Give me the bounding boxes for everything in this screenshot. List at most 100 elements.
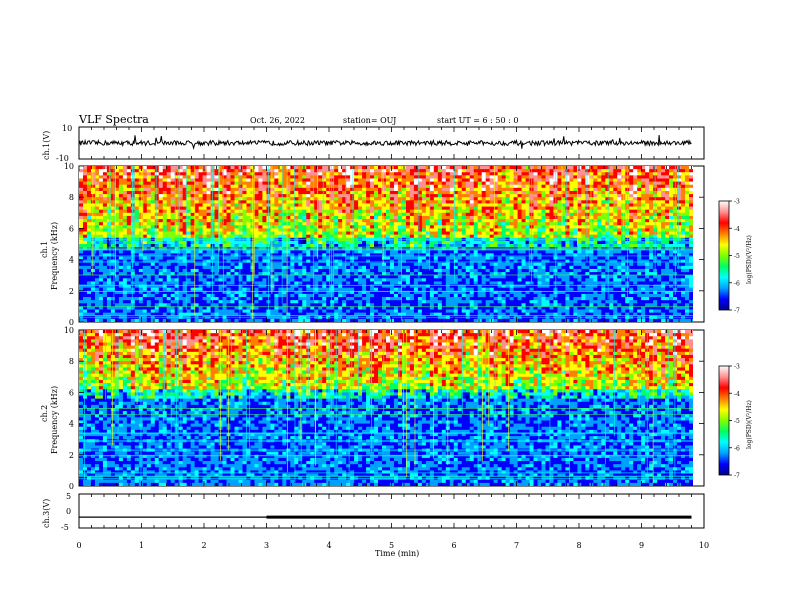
spectrogram-cell [641, 178, 646, 182]
spectrogram-cell [689, 200, 693, 204]
spectrogram-cell [517, 250, 522, 254]
spectrogram-cell [182, 234, 188, 239]
spectrogram-cell [441, 259, 447, 264]
spectrogram-cell [198, 194, 203, 198]
spectrogram-cell [457, 228, 463, 232]
spectrogram-cell [521, 200, 526, 204]
spectrogram-cell [649, 219, 654, 223]
spectrogram-cell [302, 259, 307, 264]
spectrogram-cell [206, 259, 211, 264]
spectrogram-cell [513, 172, 518, 176]
spectrogram-cell [86, 209, 92, 214]
spectrogram-cell [549, 194, 554, 198]
spectrogram-cell [413, 256, 419, 260]
spectrogram-cell [314, 172, 319, 176]
spectrogram-cell [569, 222, 574, 226]
spectrogram-cell [238, 181, 243, 186]
spectrogram-cell [154, 215, 160, 220]
spectrogram-cell [393, 250, 399, 254]
spectrogram-cell [469, 234, 475, 239]
spectrogram-cell [318, 209, 323, 214]
spectrogram-cell [525, 206, 530, 211]
spectrogram-cell [641, 200, 646, 204]
spectrogram-cell [214, 184, 219, 189]
spectrogram-cell [593, 206, 598, 211]
spectrogram-cell [154, 172, 160, 176]
spectrogram-cell [98, 178, 104, 182]
spectrogram-cell [605, 259, 610, 264]
spectrogram-cell [318, 225, 323, 229]
spectrogram-cell [190, 259, 196, 264]
spectrogram-cell [362, 231, 367, 236]
spectrogram-cell [537, 259, 542, 264]
spectrogram-cell [334, 215, 339, 220]
spectrogram-cell [597, 203, 602, 207]
spectrogram-cell [126, 197, 132, 201]
spectrogram-cell [505, 228, 510, 232]
spectrogram-cell [493, 222, 499, 226]
spectrogram-cell [581, 253, 586, 257]
spectrogram-cell [593, 231, 598, 236]
spectrogram-cell [214, 259, 219, 264]
spectrogram-cell [242, 190, 247, 195]
spectrogram-cell [489, 184, 495, 189]
spectrogram-cell [86, 169, 92, 173]
spectrogram-cell [114, 244, 120, 248]
spectrogram-cell [206, 190, 211, 195]
spectrogram-cell [561, 256, 566, 260]
spectrogram-cell [122, 247, 128, 251]
spectrogram-cell [453, 250, 459, 254]
spectrogram-cell [342, 197, 347, 201]
spectrogram-cell [306, 187, 311, 192]
spectrogram-cell [577, 231, 582, 236]
spectrogram-cell [417, 190, 423, 195]
spectrogram-cell [186, 169, 192, 173]
spectrogram-cell [386, 187, 391, 192]
spectrogram-cell [222, 222, 227, 226]
spectrogram-cell [477, 215, 483, 220]
spectrogram-cell [198, 240, 203, 245]
spectrogram-cell [537, 247, 542, 251]
spectrogram-cell [569, 194, 574, 198]
spectrogram-cell [150, 234, 156, 239]
spectrogram-cell [517, 187, 522, 192]
spectrogram-cell [238, 194, 243, 198]
spectrogram-cell [493, 234, 499, 239]
spectrogram-cell [649, 178, 654, 182]
spectrogram-cell [421, 234, 427, 239]
spectrogram-cell [162, 209, 168, 214]
spectrogram-cell [613, 184, 618, 189]
spectrogram-cell [186, 240, 192, 245]
spectrogram-cell [114, 231, 120, 236]
spectrogram-cell [138, 262, 144, 267]
spectrogram-cell [493, 172, 499, 176]
spectrogram-cell [354, 175, 359, 179]
spectrogram-cell [389, 190, 395, 195]
spectrogram-cell [326, 240, 331, 245]
spectrogram-cell [417, 197, 423, 201]
spectrogram-cell [382, 181, 387, 186]
spectrogram-cell [633, 184, 638, 189]
spectrogram-cell [106, 253, 112, 257]
spectrogram-cell [282, 228, 287, 232]
spectrogram-cell [509, 169, 514, 173]
spectrogram-cell [449, 178, 455, 182]
spectrogram-cell [170, 262, 176, 267]
spectrogram-cell [150, 194, 156, 198]
spectrogram-cell [613, 253, 618, 257]
spectrogram-cell [513, 256, 518, 260]
spectrogram-cell [637, 206, 642, 211]
spectrogram-cell [445, 184, 451, 189]
spectrogram-cell [577, 225, 582, 229]
spectrogram-cell [541, 219, 546, 223]
spectrogram-cell [358, 259, 363, 264]
spectrogram-cell [242, 250, 247, 254]
spectrogram-cell [178, 262, 184, 267]
spectrogram-cell [549, 212, 554, 217]
spectrogram-cell [122, 172, 128, 176]
spectrogram-cell [405, 178, 411, 182]
spectrogram-cell [613, 206, 618, 211]
spectrogram-cell [342, 234, 347, 239]
spectrogram-cell [437, 169, 443, 173]
spectrogram-cell [154, 181, 160, 186]
